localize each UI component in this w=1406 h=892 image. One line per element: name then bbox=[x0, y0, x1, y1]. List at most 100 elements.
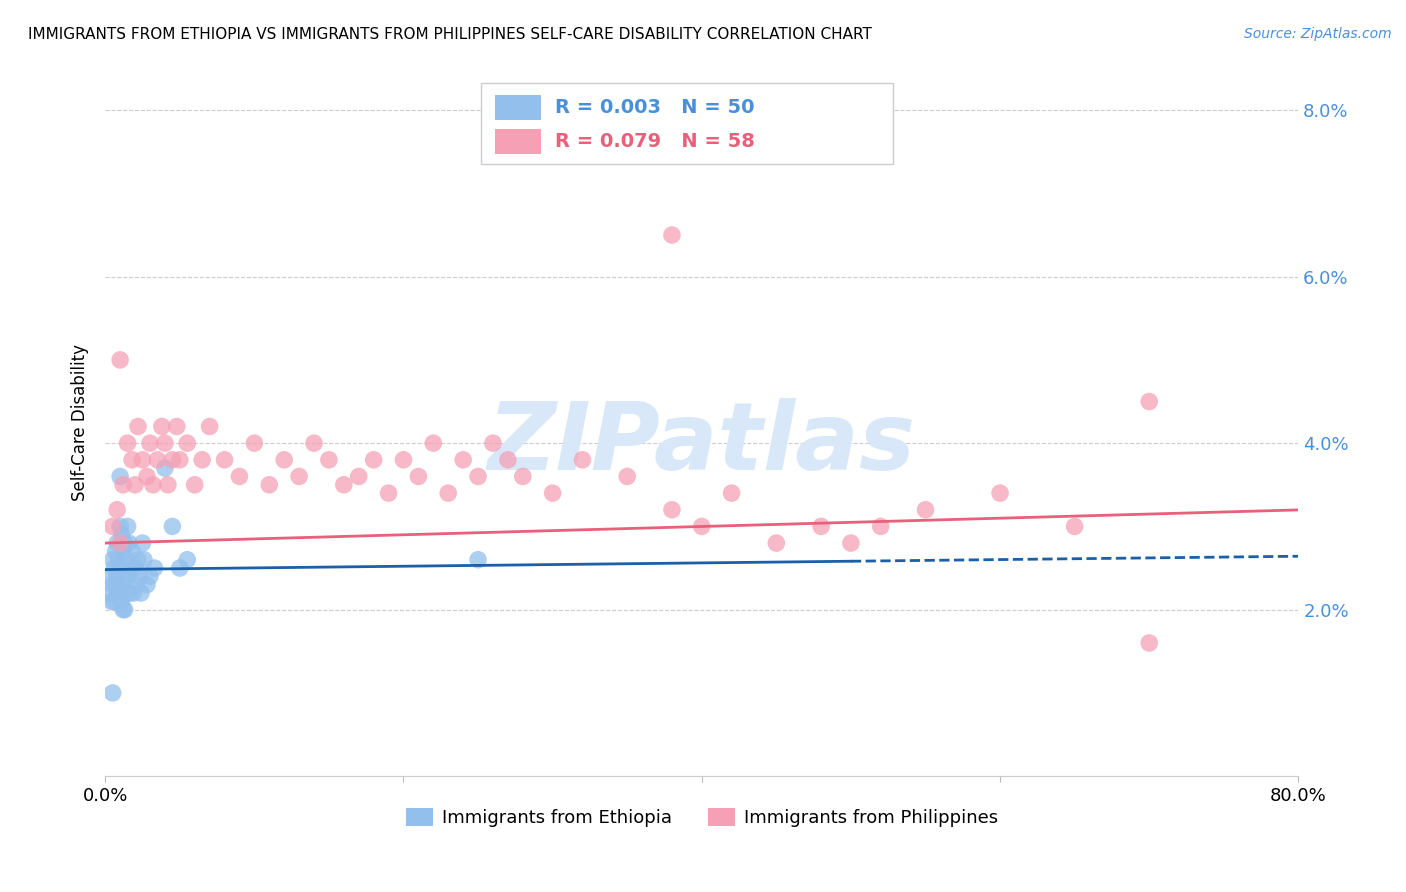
Point bbox=[112, 569, 135, 583]
Point bbox=[616, 469, 638, 483]
Point bbox=[110, 527, 132, 541]
Text: IMMIGRANTS FROM ETHIOPIA VS IMMIGRANTS FROM PHILIPPINES SELF-CARE DISABILITY COR: IMMIGRANTS FROM ETHIOPIA VS IMMIGRANTS F… bbox=[28, 27, 872, 42]
Point bbox=[114, 602, 136, 616]
Text: R = 0.079   N = 58: R = 0.079 N = 58 bbox=[555, 132, 755, 151]
Point bbox=[437, 486, 460, 500]
Point bbox=[408, 469, 430, 483]
Point bbox=[166, 419, 188, 434]
Point bbox=[661, 502, 683, 516]
Point bbox=[541, 486, 564, 500]
Point bbox=[118, 586, 141, 600]
Point bbox=[101, 519, 124, 533]
Point bbox=[143, 561, 166, 575]
Point bbox=[110, 594, 132, 608]
Point bbox=[146, 452, 169, 467]
Point bbox=[120, 561, 142, 575]
Point bbox=[115, 586, 138, 600]
Point bbox=[139, 569, 162, 583]
Point bbox=[108, 352, 131, 367]
Point bbox=[347, 469, 370, 483]
Point bbox=[661, 227, 683, 242]
Point bbox=[105, 536, 128, 550]
Point bbox=[108, 586, 131, 600]
Point bbox=[108, 469, 131, 483]
Point bbox=[214, 452, 236, 467]
Point bbox=[142, 477, 165, 491]
Point bbox=[117, 519, 139, 533]
Point bbox=[243, 436, 266, 450]
Text: Source: ZipAtlas.com: Source: ZipAtlas.com bbox=[1244, 27, 1392, 41]
Point bbox=[259, 477, 281, 491]
Point bbox=[131, 452, 153, 467]
Point bbox=[169, 561, 191, 575]
FancyBboxPatch shape bbox=[495, 128, 541, 154]
Point bbox=[571, 452, 593, 467]
Point bbox=[117, 436, 139, 450]
Point bbox=[318, 452, 340, 467]
Point bbox=[124, 477, 146, 491]
Point bbox=[720, 486, 742, 500]
Point bbox=[169, 452, 191, 467]
Point bbox=[103, 561, 125, 575]
Point bbox=[422, 436, 444, 450]
Point bbox=[108, 519, 131, 533]
Point bbox=[121, 544, 143, 558]
Point bbox=[690, 519, 713, 533]
Point bbox=[363, 452, 385, 467]
Y-axis label: Self-Care Disability: Self-Care Disability bbox=[72, 343, 89, 500]
Point bbox=[228, 469, 250, 483]
Point bbox=[101, 577, 124, 591]
Point bbox=[105, 502, 128, 516]
Point bbox=[101, 686, 124, 700]
Point bbox=[112, 602, 135, 616]
Point bbox=[104, 577, 127, 591]
Point bbox=[153, 461, 176, 475]
Point bbox=[129, 586, 152, 600]
Text: ZIPatlas: ZIPatlas bbox=[488, 398, 915, 490]
Point bbox=[162, 519, 184, 533]
Text: R = 0.003   N = 50: R = 0.003 N = 50 bbox=[555, 98, 755, 117]
Point bbox=[108, 561, 131, 575]
Point bbox=[112, 477, 135, 491]
Legend: Immigrants from Ethiopia, Immigrants from Philippines: Immigrants from Ethiopia, Immigrants fro… bbox=[398, 801, 1005, 834]
Point bbox=[108, 536, 131, 550]
Point bbox=[162, 452, 184, 467]
Point bbox=[128, 569, 150, 583]
FancyBboxPatch shape bbox=[481, 83, 893, 164]
Point bbox=[467, 469, 489, 483]
Point bbox=[125, 577, 148, 591]
Point bbox=[115, 552, 138, 566]
Point bbox=[288, 469, 311, 483]
Point bbox=[839, 536, 862, 550]
Point bbox=[191, 452, 214, 467]
Point bbox=[467, 552, 489, 566]
Point bbox=[765, 536, 787, 550]
Point bbox=[98, 586, 121, 600]
Point bbox=[153, 436, 176, 450]
Point bbox=[183, 477, 205, 491]
Point bbox=[810, 519, 832, 533]
Point bbox=[127, 552, 149, 566]
Point bbox=[101, 552, 124, 566]
Point bbox=[176, 436, 198, 450]
Point bbox=[136, 577, 159, 591]
Point bbox=[302, 436, 325, 450]
Point bbox=[136, 469, 159, 483]
Point bbox=[156, 477, 179, 491]
Point bbox=[139, 436, 162, 450]
Point bbox=[176, 552, 198, 566]
Point bbox=[127, 419, 149, 434]
Point bbox=[988, 486, 1011, 500]
Point bbox=[333, 477, 356, 491]
Point bbox=[198, 419, 221, 434]
Point bbox=[114, 536, 136, 550]
Point bbox=[100, 594, 122, 608]
Point bbox=[118, 536, 141, 550]
Point bbox=[132, 552, 155, 566]
Point bbox=[1063, 519, 1085, 533]
Point bbox=[107, 552, 129, 566]
Point bbox=[482, 436, 505, 450]
Point bbox=[114, 577, 136, 591]
Point bbox=[105, 569, 128, 583]
Point bbox=[496, 452, 519, 467]
